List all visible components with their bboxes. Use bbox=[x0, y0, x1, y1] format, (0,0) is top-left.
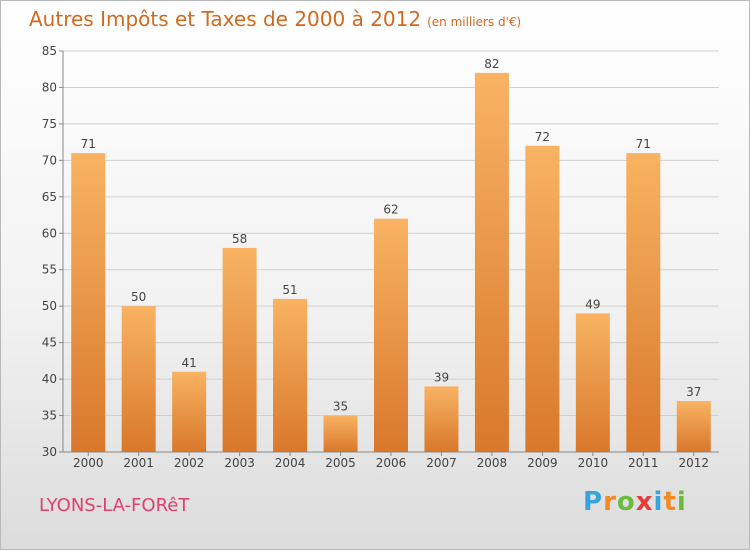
x-tick-label: 2003 bbox=[224, 456, 255, 470]
brand-letter: o bbox=[616, 487, 636, 517]
bar bbox=[222, 247, 257, 452]
y-tick-label: 75 bbox=[42, 117, 57, 131]
data-label: 71 bbox=[81, 137, 96, 151]
brand-letter: r bbox=[603, 487, 617, 517]
brand-letter: P bbox=[583, 487, 604, 517]
y-tick-label: 45 bbox=[42, 336, 57, 350]
brand-letter: x bbox=[635, 487, 654, 517]
bar bbox=[424, 386, 459, 452]
y-tick-label: 80 bbox=[42, 80, 57, 94]
bar bbox=[676, 400, 711, 452]
bar bbox=[323, 415, 358, 452]
bar bbox=[525, 145, 560, 453]
x-tick-label: 2008 bbox=[477, 456, 508, 470]
y-tick-label: 35 bbox=[42, 409, 57, 423]
y-tick-label: 70 bbox=[42, 153, 57, 167]
x-tick-label: 2011 bbox=[628, 456, 659, 470]
data-label: 82 bbox=[484, 57, 499, 71]
y-tick-label: 30 bbox=[42, 445, 57, 459]
data-label: 50 bbox=[131, 290, 146, 304]
bar bbox=[172, 371, 207, 452]
data-label: 62 bbox=[383, 203, 398, 217]
bar bbox=[626, 153, 661, 452]
brand-letter: i bbox=[676, 487, 687, 517]
x-tick-label: 2006 bbox=[376, 456, 407, 470]
x-tick-label: 2012 bbox=[678, 456, 709, 470]
x-tick-label: 2009 bbox=[527, 456, 558, 470]
x-tick-label: 2007 bbox=[426, 456, 457, 470]
bar bbox=[474, 72, 509, 452]
data-label: 58 bbox=[232, 232, 247, 246]
bar bbox=[273, 298, 308, 452]
location-label: LYONS-LA-FORêT bbox=[39, 495, 190, 516]
x-tick-label: 2001 bbox=[123, 456, 154, 470]
chart-title: Autres Impôts et Taxes de 2000 à 2012 (en… bbox=[29, 7, 521, 31]
data-label: 71 bbox=[636, 137, 651, 151]
data-label: 39 bbox=[434, 370, 449, 384]
bar bbox=[121, 306, 156, 452]
bar bbox=[71, 153, 106, 452]
data-label: 37 bbox=[686, 385, 701, 399]
brand-logo: Proxiti bbox=[583, 487, 687, 517]
y-tick-label: 55 bbox=[42, 263, 57, 277]
data-label: 41 bbox=[182, 356, 197, 370]
bar bbox=[374, 218, 408, 452]
y-tick-label: 85 bbox=[42, 44, 57, 58]
data-label: 72 bbox=[535, 130, 550, 144]
x-tick-label: 2010 bbox=[578, 456, 609, 470]
data-label: 51 bbox=[282, 283, 297, 297]
x-tick-label: 2005 bbox=[325, 456, 356, 470]
y-tick-label: 60 bbox=[42, 226, 57, 240]
brand-letter: t bbox=[663, 487, 677, 517]
y-tick-label: 40 bbox=[42, 372, 57, 386]
chart-title-text: Autres Impôts et Taxes de 2000 à 2012 bbox=[29, 7, 422, 31]
y-tick-label: 65 bbox=[42, 190, 57, 204]
bar bbox=[575, 313, 610, 452]
x-tick-label: 2004 bbox=[275, 456, 306, 470]
brand-letter: i bbox=[653, 487, 664, 517]
data-label: 35 bbox=[333, 400, 348, 414]
x-tick-label: 2000 bbox=[73, 456, 104, 470]
x-tick-label: 2002 bbox=[174, 456, 205, 470]
chart-subtitle: (en milliers d'€) bbox=[427, 15, 522, 29]
y-tick-label: 50 bbox=[42, 299, 57, 313]
data-label: 49 bbox=[585, 297, 600, 311]
